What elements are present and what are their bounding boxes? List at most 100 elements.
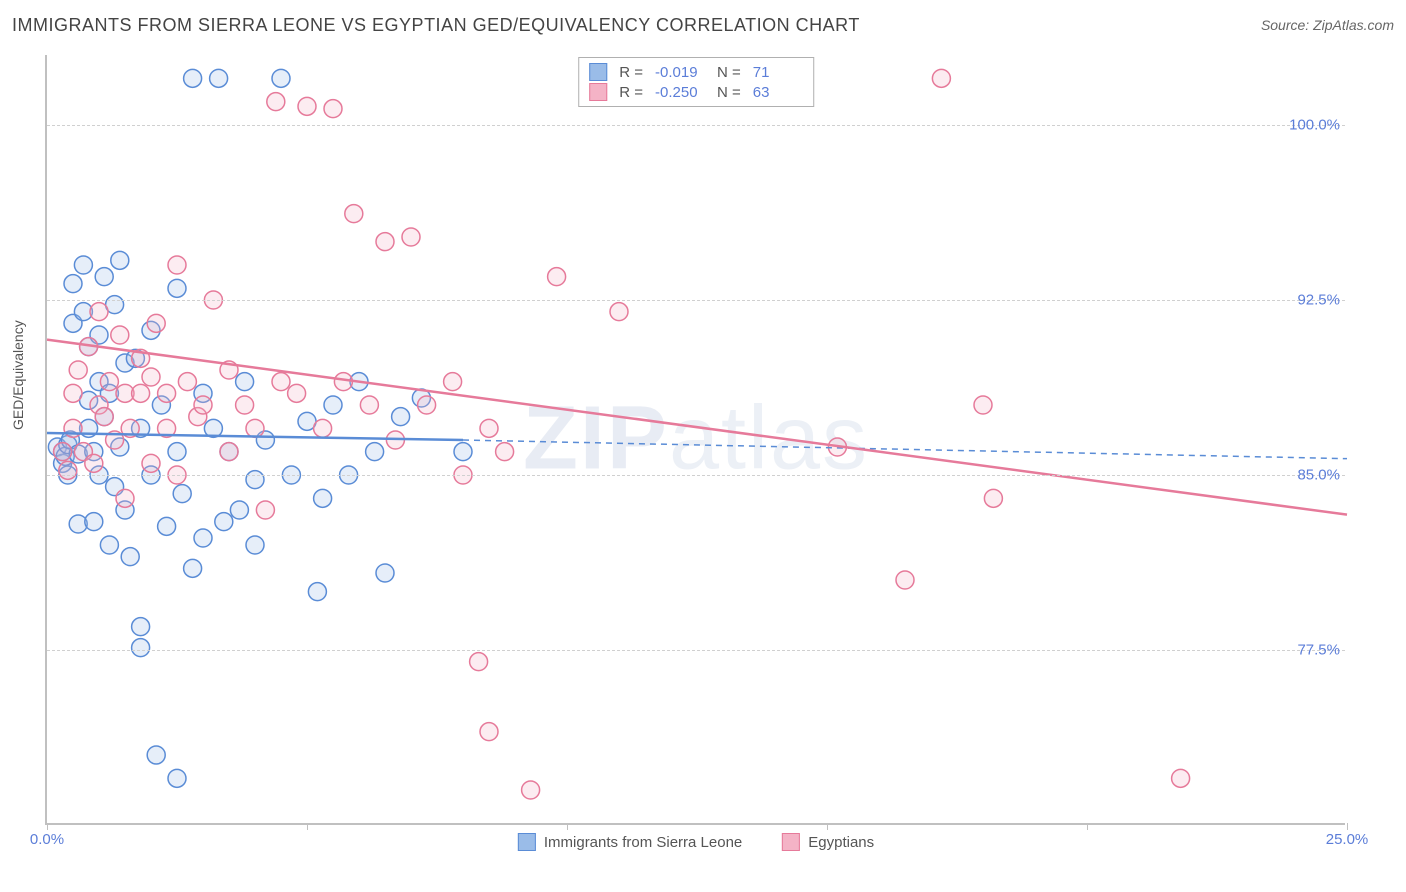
scatter-point [236,373,254,391]
scatter-point [610,303,628,321]
scatter-point [522,781,540,799]
x-tick-label: 0.0% [30,831,64,848]
scatter-point [272,69,290,87]
scatter-point [132,639,150,657]
x-tick [307,823,308,830]
scatter-point [230,501,248,519]
scatter-point [74,256,92,274]
scatter-point [272,373,290,391]
scatter-point [444,373,462,391]
scatter-point [480,419,498,437]
scatter-point [984,489,1002,507]
scatter-point [85,454,103,472]
scatter-point [402,228,420,246]
scatter-point [246,471,264,489]
scatter-point [314,489,332,507]
scatter-point [69,361,87,379]
y-tick-label: 85.0% [1297,467,1340,484]
chart-title: IMMIGRANTS FROM SIERRA LEONE VS EGYPTIAN… [12,15,860,36]
scatter-point [454,443,472,461]
scatter-point [95,408,113,426]
scatter-point [168,279,186,297]
scatter-point [345,205,363,223]
scatter-point [111,251,129,269]
swatch-egypt [782,833,800,851]
y-tick-label: 92.5% [1297,292,1340,309]
scatter-point [236,396,254,414]
scatter-point [147,746,165,764]
scatter-point [100,536,118,554]
gridline [47,650,1345,651]
scatter-point [59,461,77,479]
x-tick [827,823,828,830]
scatter-point [246,419,264,437]
scatter-point [246,536,264,554]
source-label: Source: ZipAtlas.com [1261,17,1394,33]
scatter-point [376,564,394,582]
trend-line [47,340,1347,515]
scatter-point [470,653,488,671]
scatter-point [90,303,108,321]
swatch-sierra [518,833,536,851]
gridline [47,125,1345,126]
scatter-point [168,769,186,787]
x-tick [47,823,48,830]
y-axis-label: GED/Equivalency [10,320,26,430]
scatter-point [184,559,202,577]
scatter-point [366,443,384,461]
scatter-point [147,314,165,332]
y-tick-label: 77.5% [1297,642,1340,659]
scatter-point [324,100,342,118]
scatter-point [194,529,212,547]
scatter-point [418,396,436,414]
scatter-point [480,723,498,741]
scatter-point [158,384,176,402]
scatter-point [194,396,212,414]
legend-item-egypt: Egyptians [782,833,874,851]
scatter-point [54,443,72,461]
scatter-point [974,396,992,414]
scatter-point [324,396,342,414]
scatter-point [548,268,566,286]
series-legend: Immigrants from Sierra Leone Egyptians [518,833,874,851]
scatter-point [168,256,186,274]
scatter-point [896,571,914,589]
scatter-point [267,93,285,111]
scatter-point [210,69,228,87]
scatter-point [298,97,316,115]
legend-item-sierra: Immigrants from Sierra Leone [518,833,742,851]
scatter-point [376,233,394,251]
x-tick [567,823,568,830]
scatter-point [256,501,274,519]
scatter-point [132,384,150,402]
plot-area: ZIPatlas R = -0.019 N = 71 R = -0.250 N … [45,55,1345,825]
scatter-point [64,275,82,293]
scatter-point [168,443,186,461]
gridline [47,475,1345,476]
scatter-point [178,373,196,391]
scatter-point [116,489,134,507]
x-tick [1347,823,1348,830]
scatter-point [392,408,410,426]
scatter-svg [47,55,1347,825]
x-tick-label: 25.0% [1326,831,1369,848]
x-tick [1087,823,1088,830]
scatter-point [184,69,202,87]
scatter-point [132,618,150,636]
y-tick-label: 100.0% [1289,117,1340,134]
scatter-point [142,454,160,472]
scatter-point [142,368,160,386]
scatter-point [95,268,113,286]
scatter-point [288,384,306,402]
scatter-point [64,384,82,402]
scatter-point [314,419,332,437]
scatter-point [1172,769,1190,787]
scatter-point [360,396,378,414]
scatter-point [496,443,514,461]
gridline [47,300,1345,301]
scatter-point [100,373,118,391]
scatter-point [158,517,176,535]
scatter-point [308,583,326,601]
scatter-point [173,485,191,503]
scatter-point [220,443,238,461]
